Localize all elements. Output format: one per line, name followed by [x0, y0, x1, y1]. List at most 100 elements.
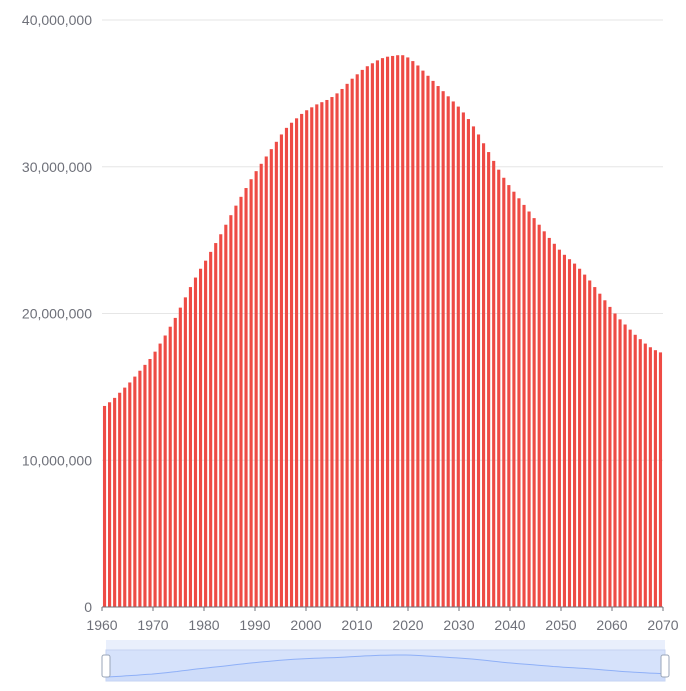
zoom-handle-end[interactable]	[660, 654, 670, 678]
bar[interactable]	[118, 392, 122, 607]
bar[interactable]	[547, 237, 551, 608]
bar[interactable]	[178, 307, 182, 607]
bar[interactable]	[380, 58, 385, 607]
bar[interactable]	[269, 149, 273, 607]
bar[interactable]	[133, 376, 137, 607]
bar[interactable]	[461, 112, 465, 607]
bar[interactable]	[234, 205, 238, 607]
bar[interactable]	[284, 127, 289, 608]
bar[interactable]	[471, 126, 476, 607]
bar[interactable]	[451, 101, 455, 607]
bar[interactable]	[557, 249, 561, 607]
bar[interactable]	[108, 402, 112, 607]
bar[interactable]	[578, 268, 582, 607]
zoom-handle-start[interactable]	[101, 654, 111, 678]
bar[interactable]	[143, 364, 147, 607]
bar[interactable]	[648, 347, 652, 607]
bar[interactable]	[562, 254, 567, 608]
bar[interactable]	[426, 75, 430, 607]
bar[interactable]	[487, 152, 491, 607]
bar[interactable]	[512, 191, 516, 607]
bar[interactable]	[446, 96, 450, 607]
bar[interactable]	[598, 293, 602, 607]
bar[interactable]	[431, 80, 435, 607]
bar[interactable]	[411, 61, 415, 607]
bar[interactable]	[532, 218, 536, 608]
bar[interactable]	[658, 352, 663, 607]
bar[interactable]	[335, 93, 339, 608]
bar[interactable]	[375, 60, 380, 608]
bar[interactable]	[325, 99, 329, 607]
bar[interactable]	[340, 88, 344, 608]
bar[interactable]	[224, 224, 228, 607]
bar[interactable]	[502, 177, 506, 607]
bar[interactable]	[507, 185, 511, 607]
bar[interactable]	[370, 63, 374, 608]
bar[interactable]	[310, 107, 314, 607]
bar[interactable]	[385, 56, 390, 607]
bar[interactable]	[522, 204, 526, 607]
bar[interactable]	[350, 78, 354, 607]
bar[interactable]	[567, 259, 572, 607]
bar[interactable]	[113, 397, 117, 607]
bar[interactable]	[138, 370, 142, 607]
bar[interactable]	[552, 243, 556, 608]
bar[interactable]	[209, 251, 213, 607]
bar[interactable]	[193, 277, 198, 607]
bar[interactable]	[295, 118, 299, 607]
bar[interactable]	[264, 156, 268, 608]
bar[interactable]	[274, 141, 278, 608]
bar[interactable]	[183, 297, 187, 607]
bar[interactable]	[254, 171, 258, 607]
bar[interactable]	[542, 231, 546, 607]
bar[interactable]	[153, 351, 157, 607]
bar[interactable]	[401, 55, 405, 608]
bar[interactable]	[239, 196, 243, 607]
bar[interactable]	[198, 268, 203, 607]
bar[interactable]	[396, 55, 400, 608]
bar[interactable]	[643, 343, 647, 607]
bar[interactable]	[315, 104, 319, 607]
bar[interactable]	[355, 74, 359, 608]
bar[interactable]	[497, 169, 501, 607]
bar[interactable]	[613, 313, 617, 608]
bar[interactable]	[441, 91, 445, 608]
bar[interactable]	[588, 280, 592, 607]
bar[interactable]	[360, 69, 364, 607]
bar[interactable]	[623, 324, 627, 607]
data-zoom-slider[interactable]	[101, 640, 670, 682]
bar[interactable]	[482, 143, 486, 607]
bar[interactable]	[466, 119, 470, 607]
bar[interactable]	[608, 306, 612, 607]
bar[interactable]	[517, 198, 521, 608]
bar[interactable]	[653, 350, 657, 607]
bar[interactable]	[416, 65, 420, 608]
bar[interactable]	[456, 106, 460, 607]
bar[interactable]	[128, 382, 132, 607]
bar[interactable]	[572, 263, 577, 607]
bar[interactable]	[168, 326, 172, 607]
bar[interactable]	[537, 224, 541, 607]
bar[interactable]	[249, 179, 253, 607]
bar[interactable]	[603, 300, 607, 607]
bar[interactable]	[421, 70, 425, 607]
bar[interactable]	[214, 243, 218, 607]
bar[interactable]	[638, 339, 642, 607]
bar[interactable]	[593, 287, 597, 607]
bar[interactable]	[188, 287, 193, 607]
bar[interactable]	[219, 234, 223, 607]
bar[interactable]	[628, 329, 632, 607]
bar[interactable]	[391, 55, 395, 607]
bar[interactable]	[289, 122, 294, 607]
bar[interactable]	[365, 66, 369, 608]
bar[interactable]	[345, 83, 349, 608]
bar[interactable]	[173, 317, 177, 607]
bar[interactable]	[102, 405, 107, 607]
bar[interactable]	[244, 188, 248, 607]
bar[interactable]	[204, 260, 208, 607]
bar[interactable]	[330, 97, 334, 607]
bar[interactable]	[305, 110, 309, 607]
zoom-top-bar[interactable]	[106, 640, 665, 650]
bar[interactable]	[158, 343, 162, 607]
bar[interactable]	[618, 319, 622, 607]
